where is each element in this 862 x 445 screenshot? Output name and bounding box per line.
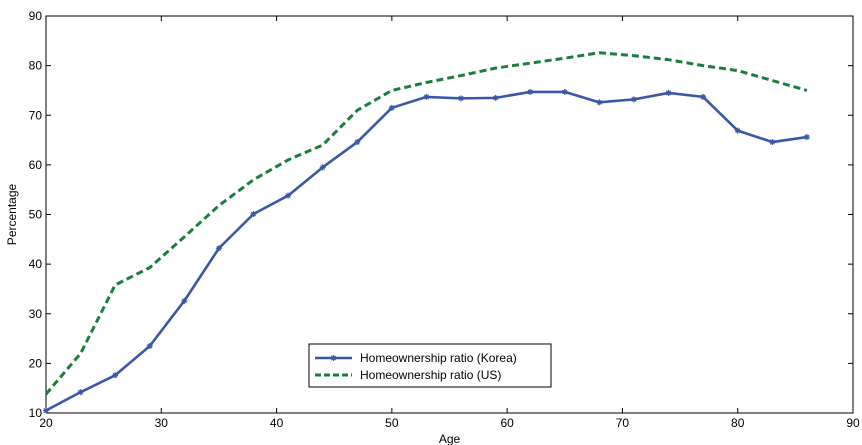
x-tick-label: 50: [385, 416, 399, 430]
x-tick-label: 60: [500, 416, 514, 430]
y-axis-label: Percentage: [5, 183, 19, 245]
data-point-korea: [492, 94, 499, 101]
data-point-korea: [285, 192, 292, 199]
legend-label-korea: Homeownership ratio (Korea): [360, 351, 517, 365]
x-tick-label: 80: [731, 416, 745, 430]
x-axis-label: Age: [439, 432, 461, 445]
y-tick-label: 90: [29, 9, 43, 23]
data-point-korea: [250, 211, 257, 218]
data-point-korea: [112, 372, 119, 379]
data-point-korea: [388, 104, 395, 111]
data-point-korea: [458, 95, 465, 102]
data-point-korea: [215, 245, 222, 252]
data-point-korea: [319, 164, 326, 171]
y-tick-label: 60: [29, 158, 43, 172]
data-point-korea: [527, 88, 534, 95]
x-tick-label: 90: [846, 416, 860, 430]
y-tick-label: 70: [29, 108, 43, 122]
data-point-korea: [700, 93, 707, 100]
y-tick-label: 40: [29, 257, 43, 271]
data-point-korea: [423, 93, 430, 100]
legend-label-us: Homeownership ratio (US): [360, 368, 501, 382]
data-point-korea: [146, 343, 153, 350]
data-point-korea: [43, 407, 49, 414]
legend-box: [308, 343, 552, 388]
data-point-korea: [181, 297, 188, 304]
data-point-korea: [77, 389, 84, 396]
legend-marker-korea: [330, 355, 337, 361]
y-tick-label: 80: [29, 59, 43, 73]
data-point-korea: [354, 139, 361, 146]
data-point-korea: [803, 134, 810, 141]
series-group: [43, 51, 810, 414]
data-point-korea: [596, 99, 603, 106]
y-tick-label: 30: [29, 307, 43, 321]
x-tick-label: 30: [155, 416, 169, 430]
x-tick-label: 20: [39, 416, 53, 430]
series-line-us: [44, 51, 808, 396]
data-point-korea: [734, 127, 741, 134]
legend: Homeownership ratio (Korea) Homeownership…: [308, 343, 552, 388]
data-point-korea: [630, 96, 637, 103]
data-point-korea: [561, 88, 568, 95]
y-tick-label: 50: [29, 208, 43, 222]
data-point-korea: [769, 139, 776, 146]
data-point-korea: [665, 89, 672, 96]
x-tick-label: 70: [616, 416, 630, 430]
x-tick-label: 40: [270, 416, 284, 430]
y-tick-label: 10: [29, 406, 43, 420]
y-tick-label: 20: [29, 356, 43, 370]
